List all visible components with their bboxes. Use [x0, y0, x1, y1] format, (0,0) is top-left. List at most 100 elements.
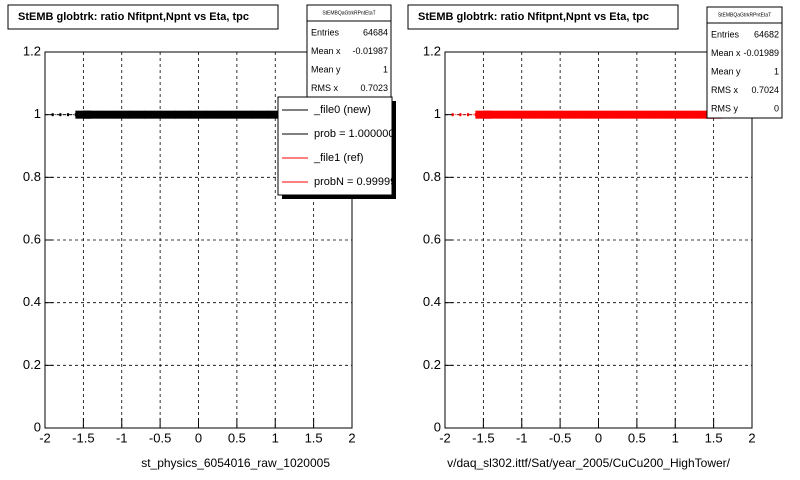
data-point: [667, 110, 684, 119]
data-point: [83, 110, 100, 119]
y-tick-label: 0.2: [423, 357, 441, 372]
x-axis-label: v/daq_sl302.ittf/Sat/year_2005/CuCu200_H…: [447, 456, 731, 470]
data-point: [682, 110, 699, 119]
data-point: [651, 110, 668, 119]
data-point: [544, 110, 561, 119]
x-tick-label: 2: [348, 430, 355, 445]
x-tick-label: 1.5: [305, 430, 323, 445]
x-tick-label: 2: [748, 430, 755, 445]
data-point: [605, 110, 622, 119]
data-point: [575, 110, 592, 119]
x-tick-label: -2: [39, 430, 51, 445]
data-point: [529, 110, 546, 119]
data-point: [513, 110, 530, 119]
x-tick-label: 1: [672, 430, 679, 445]
legend-label: probN = 0.99999: [314, 176, 396, 188]
y-tick-label: 1: [434, 106, 441, 121]
y-tick-label: 0.6: [423, 231, 441, 246]
stats-box: [706, 6, 783, 119]
stats-value: 64682: [754, 29, 779, 39]
stats-value: -0.01989: [743, 48, 779, 58]
data-point: [621, 110, 638, 119]
x-tick-label: 0.5: [228, 430, 246, 445]
y-tick-label: 1.2: [23, 43, 41, 58]
stats-value: -0.01987: [352, 46, 388, 56]
data-point: [467, 113, 470, 117]
title-box: [7, 4, 279, 30]
stats-label: Mean y: [711, 66, 741, 76]
data-point: [459, 113, 462, 117]
y-tick-label: 0: [34, 419, 41, 434]
data-point: [590, 110, 607, 119]
data-point: [51, 113, 54, 117]
legend-label: _file1 (ref): [313, 152, 364, 164]
data-point: [221, 110, 238, 119]
data-point: [67, 113, 70, 117]
y-tick-label: 0: [434, 419, 441, 434]
legend-label: _file0 (new): [313, 104, 371, 116]
stats-label: RMS y: [711, 103, 739, 113]
y-tick-label: 1: [34, 106, 41, 121]
y-tick-label: 0.8: [23, 169, 41, 184]
x-tick-label: -1.5: [472, 430, 494, 445]
stats-label: RMS x: [711, 85, 739, 95]
stats-label: Mean x: [711, 48, 741, 58]
data-point: [144, 110, 161, 119]
x-tick-label: 1: [272, 430, 279, 445]
data-point: [236, 110, 253, 119]
y-tick-label: 0.4: [23, 294, 41, 309]
x-tick-label: 1.5: [705, 430, 723, 445]
data-point: [159, 110, 176, 119]
data-point: [175, 110, 192, 119]
stats-value: 1: [383, 64, 388, 74]
data-point: [59, 113, 62, 117]
data-point: [451, 113, 454, 117]
data-point: [251, 110, 268, 119]
data-point: [267, 110, 284, 119]
x-tick-label: -1: [116, 430, 128, 445]
plot-frame: [444, 51, 753, 429]
stats-label: Mean x: [311, 46, 341, 56]
title-box: [407, 4, 679, 30]
legend-box: [277, 96, 393, 196]
plot-frame: [44, 51, 353, 429]
stats-value: 64684: [363, 27, 388, 37]
data-point: [559, 110, 576, 119]
x-tick-label: 0: [195, 430, 202, 445]
y-tick-label: 1.2: [423, 43, 441, 58]
x-tick-label: -0.5: [549, 430, 571, 445]
x-tick-label: 0.5: [628, 430, 646, 445]
stats-label: Entries: [311, 27, 340, 37]
stats-value: 0.7024: [751, 85, 779, 95]
x-tick-label: -1.5: [72, 430, 94, 445]
stats-title: StEMBQaGtrkRPntEtaT: [322, 10, 375, 16]
data-point: [636, 110, 653, 119]
data-point: [205, 110, 222, 119]
data-point: [483, 110, 500, 119]
x-tick-label: -1: [516, 430, 528, 445]
x-tick-label: -0.5: [149, 430, 171, 445]
data-point: [129, 110, 146, 119]
data-point: [190, 110, 207, 119]
chart-title: StEMB globtrk: ratio Nfitpnt,Npnt vs Eta…: [418, 11, 649, 23]
x-axis-label: st_physics_6054016_raw_1020005: [141, 456, 330, 470]
y-tick-label: 0.6: [23, 231, 41, 246]
stats-label: Mean y: [311, 64, 341, 74]
stats-value: 0.7023: [360, 83, 388, 93]
data-point: [98, 110, 115, 119]
stats-value: 1: [774, 66, 779, 76]
data-point: [498, 110, 515, 119]
stats-title: StEMBQaGtrkRPntEtaT: [718, 12, 771, 18]
y-tick-label: 0.8: [423, 169, 441, 184]
x-tick-label: 0: [595, 430, 602, 445]
legend-label: prob = 1.000000: [314, 128, 394, 140]
chart-title: StEMB globtrk: ratio Nfitpnt,Npnt vs Eta…: [18, 11, 249, 23]
y-tick-label: 0.2: [23, 357, 41, 372]
data-point: [113, 110, 130, 119]
stats-value: 0: [774, 103, 779, 113]
y-tick-label: 0.4: [423, 294, 441, 309]
x-tick-label: -2: [439, 430, 451, 445]
stats-label: RMS x: [311, 83, 339, 93]
stats-label: Entries: [711, 29, 740, 39]
